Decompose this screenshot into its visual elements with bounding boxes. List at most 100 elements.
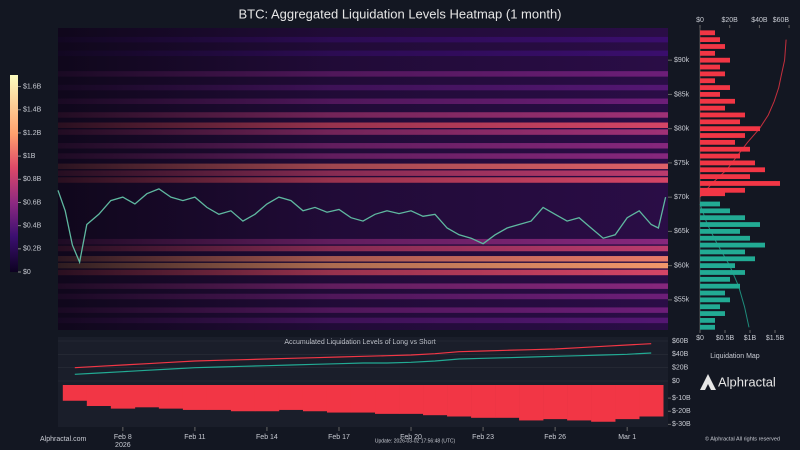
liq-bar [700, 263, 735, 269]
diff-bar [399, 385, 424, 414]
diff-bar [615, 385, 640, 420]
x-tick-label: Feb 17 [328, 434, 350, 441]
liq-bar [700, 297, 730, 303]
liq-bar [700, 167, 765, 173]
brand: Alphractal [718, 374, 776, 389]
liq-bar [700, 215, 745, 221]
liq-bar [700, 174, 750, 179]
liq-bar [700, 44, 725, 49]
liq-bar [700, 311, 725, 316]
diff-bar [567, 385, 592, 421]
diff-bar [519, 385, 544, 421]
y-tick-label: $70k [674, 194, 690, 201]
liq-bar [700, 191, 725, 197]
y-tick-label: $90k [674, 57, 690, 64]
liq-bar [700, 112, 745, 118]
x-tick-label: Feb 26 [544, 434, 566, 441]
diff-bar [134, 385, 160, 408]
y2-tick-label: $-20B [672, 408, 691, 415]
y-tick-label: $65k [674, 228, 690, 235]
x-tick-label: Feb 8 [114, 434, 132, 441]
liq-bar [700, 57, 730, 63]
liq-bar [700, 37, 720, 43]
x-tick-label: Feb 14 [256, 434, 278, 441]
y-tick-label: $80k [674, 126, 690, 133]
liq-bar [700, 276, 730, 282]
y-tick-label: $60B [672, 338, 689, 345]
colorbar-label: $1B [23, 153, 36, 160]
x2-tick-label: $20B [722, 17, 739, 24]
x-tick-label: $0 [696, 335, 704, 342]
liq-bar [700, 222, 760, 227]
x2-tick-label: $40B [751, 17, 768, 24]
diff-bar [62, 385, 88, 401]
x-tick-label: $0.5B [716, 335, 735, 342]
liq-bar [700, 153, 740, 159]
diff-bar [543, 385, 568, 420]
x-tick-label: $1B [744, 335, 757, 342]
diff-bar [423, 385, 448, 416]
diff-bar [110, 385, 136, 409]
colorbar [10, 75, 18, 272]
liq-bar [700, 126, 760, 132]
liq-bar [700, 139, 735, 145]
accum-line [74, 352, 652, 375]
liq-bar [700, 208, 730, 214]
diff-bar [158, 385, 184, 409]
liq-bar [700, 50, 715, 56]
diff-bar [86, 385, 112, 406]
liq-bar [700, 242, 765, 248]
liq-bar [700, 30, 715, 36]
y-tick-label: $60k [674, 262, 690, 269]
diff-bar [278, 385, 304, 410]
liq-bar [700, 78, 715, 84]
liq-bar [700, 160, 755, 166]
diff-bar [375, 385, 400, 414]
diff-bar [471, 385, 496, 418]
colorbar-label: $0 [23, 269, 31, 276]
x-tick-label: Feb 23 [472, 434, 494, 441]
liq-bar [700, 324, 715, 330]
colorbar-label: $1.2B [23, 130, 42, 137]
liq-bar [700, 235, 750, 241]
colorbar-label: $0.2B [23, 246, 42, 253]
brand-logo [700, 374, 716, 390]
liq-bar [700, 318, 715, 323]
map-title: Liquidation Map [710, 353, 760, 360]
heatmap-fade [58, 28, 668, 330]
liq-bar [700, 256, 755, 262]
footer-site: Alphractal.com [40, 436, 86, 443]
liq-bar [700, 146, 750, 152]
liq-bar [700, 98, 735, 104]
liq-bar [700, 105, 725, 111]
x2-tick-label: $60B [773, 17, 790, 24]
y-tick-label: $40B [672, 351, 689, 358]
liq-bar [700, 290, 725, 296]
footer-update: Update: 2026-03-02 17:56:48 (UTC) [375, 438, 456, 444]
liq-bar [700, 249, 745, 255]
colorbar-label: $0.8B [23, 176, 42, 183]
liq-bar [700, 283, 740, 289]
footer-copyright: © Alphractal All rights reserved [705, 435, 780, 442]
diff-bar [302, 385, 328, 412]
liq-bar [700, 228, 740, 234]
chart-title: BTC: Aggregated Liquidation Levels Heatm… [238, 6, 561, 21]
x-tick-label: Feb 11 [184, 434, 205, 441]
x-tick-label: Feb 20 [400, 434, 422, 441]
liq-bar [700, 270, 745, 275]
x-tick-label: $1.5B [766, 335, 785, 342]
liq-bar [700, 119, 740, 125]
y-tick-label: $55k [674, 297, 690, 304]
diff-bar [495, 385, 520, 418]
diff-bar [591, 385, 616, 422]
cumulative-line [699, 39, 787, 198]
colorbar-label: $1.4B [23, 107, 42, 114]
x-year-label: 2026 [115, 442, 131, 449]
x2-tick-label: $0 [696, 17, 704, 24]
accum-line [74, 343, 652, 369]
diff-bar [182, 385, 208, 410]
y-tick-label: $20B [672, 365, 689, 372]
liq-bar [700, 92, 720, 97]
liq-bar [700, 181, 780, 186]
